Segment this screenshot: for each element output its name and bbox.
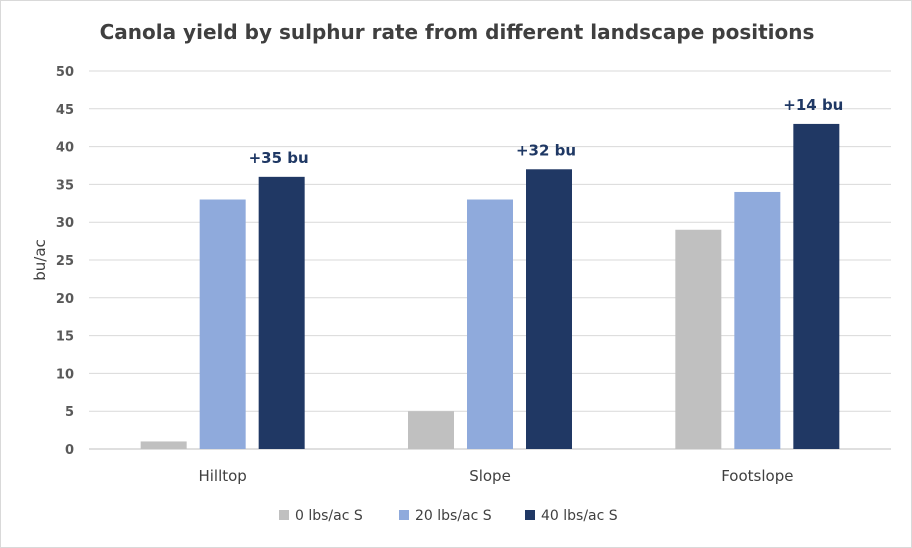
bar-slope-1 <box>467 199 513 449</box>
y-tick-label: 5 <box>65 405 74 420</box>
bar-footslope-0 <box>675 229 722 449</box>
y-tick-label: 0 <box>65 443 74 458</box>
annotation-label: +32 bu <box>516 141 576 159</box>
y-tick-label: 35 <box>56 178 74 193</box>
category-label: Hilltop <box>198 467 246 485</box>
legend-swatch <box>279 510 289 520</box>
legend: 0 lbs/ac S 20 lbs/ac S 40 lbs/ac S <box>279 508 618 524</box>
legend-swatch <box>399 510 409 520</box>
y-tick-label: 40 <box>56 141 74 156</box>
y-tick-label: 10 <box>56 367 74 382</box>
category-label: Slope <box>469 467 511 485</box>
legend-swatch <box>525 510 535 520</box>
y-tick-labels: 0 5 10 15 20 25 30 35 40 45 50 <box>56 65 74 458</box>
y-tick-label: 25 <box>56 254 74 269</box>
y-axis-label: bu/ac <box>31 239 49 281</box>
bar-footslope-2 <box>793 123 840 450</box>
y-tick-label: 50 <box>56 65 74 80</box>
annotation-label: +14 bu <box>783 96 843 114</box>
category-label: Footslope <box>721 467 793 485</box>
legend-label: 20 lbs/ac S <box>415 508 492 524</box>
bars <box>140 123 840 450</box>
bar-slope-2 <box>526 169 572 449</box>
annotation-label: +35 bu <box>249 149 309 167</box>
annotations: +35 bu +32 bu +14 bu <box>249 96 844 167</box>
bar-slope-0 <box>408 411 454 449</box>
y-tick-label: 15 <box>56 330 74 345</box>
chart-title: Canola yield by sulphur rate from differ… <box>100 20 815 44</box>
legend-label: 0 lbs/ac S <box>295 508 363 524</box>
bar-hilltop-1 <box>199 199 246 449</box>
bar-footslope-1 <box>734 191 781 449</box>
legend-label: 40 lbs/ac S <box>541 508 618 524</box>
bar-hilltop-2 <box>258 176 305 449</box>
y-tick-label: 45 <box>56 103 74 118</box>
y-tick-label: 20 <box>56 292 74 307</box>
category-labels: Hilltop Slope Footslope <box>198 467 793 485</box>
y-tick-label: 30 <box>56 216 74 231</box>
bar-hilltop-0 <box>140 441 187 449</box>
